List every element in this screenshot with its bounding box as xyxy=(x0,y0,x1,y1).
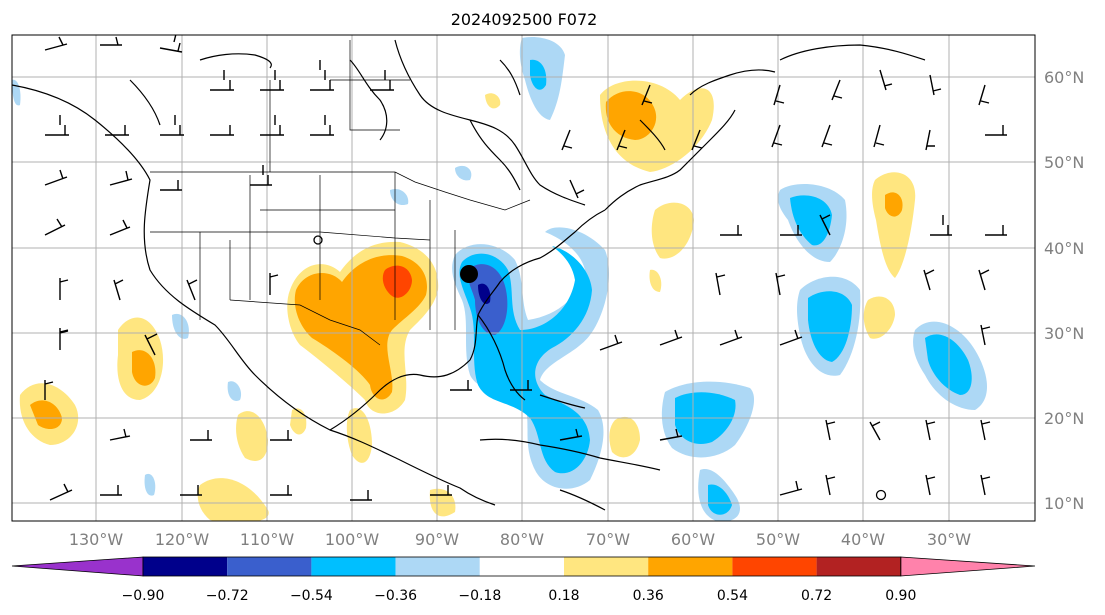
colorbar-segment xyxy=(311,557,396,576)
colorbar-tick-label: 0.54 xyxy=(717,588,748,604)
small-circle-marker xyxy=(313,235,323,245)
map-background xyxy=(12,35,1035,521)
colorbar-segment xyxy=(395,557,480,576)
lon-label: 40°W xyxy=(841,530,885,549)
colorbar-segment xyxy=(143,557,228,576)
lat-label: 40°N xyxy=(1044,239,1084,258)
lat-label: 10°N xyxy=(1044,494,1084,513)
lat-label: 60°N xyxy=(1044,68,1084,87)
lat-label: 30°N xyxy=(1044,324,1084,343)
colorbar-tick-label: 0.72 xyxy=(801,588,832,604)
lon-label: 50°W xyxy=(756,530,800,549)
colorbar-tick-label: 0.90 xyxy=(885,588,916,604)
colorbar-segment xyxy=(816,557,901,576)
lat-label: 50°N xyxy=(1044,153,1084,172)
lon-label: 130°W xyxy=(69,530,124,549)
longitude-labels: 130°W 120°W 110°W 100°W 90°W 80°W 70°W 6… xyxy=(69,530,971,549)
colorbar-tick-label: −0.72 xyxy=(206,588,249,604)
lon-label: 120°W xyxy=(155,530,210,549)
map-title: 2024092500 F072 xyxy=(450,10,598,29)
lon-label: 90°W xyxy=(415,530,459,549)
colorbar-extend-high xyxy=(900,556,1036,577)
political-borders xyxy=(150,40,531,346)
colorbar-tick-label: 0.36 xyxy=(633,588,664,604)
colorbar: −0.90 −0.72 −0.54 −0.36 −0.18 0.18 0.36 … xyxy=(11,556,1036,604)
map-frame xyxy=(11,34,1036,522)
colorbar-segment xyxy=(227,557,312,576)
colorbar-segment xyxy=(732,557,817,576)
gridlines xyxy=(12,35,1035,521)
positive-anomaly-shading xyxy=(19,80,916,521)
colorbar-tick-label: −0.54 xyxy=(290,588,333,604)
lon-label: 100°W xyxy=(325,530,380,549)
colorbar-extend-low xyxy=(11,556,144,577)
lon-label: 70°W xyxy=(586,530,630,549)
wind-barbs xyxy=(44,35,1007,501)
latitude-labels: 60°N 50°N 40°N 30°N 20°N 10°N xyxy=(1044,68,1084,513)
colorbar-tick-label: 0.18 xyxy=(548,588,579,604)
lon-label: 80°W xyxy=(500,530,544,549)
small-circle-marker xyxy=(875,489,887,501)
storm-center-marker xyxy=(460,265,478,283)
negative-anomaly-shading xyxy=(12,36,988,521)
lon-label: 110°W xyxy=(240,530,295,549)
lon-label: 60°W xyxy=(671,530,715,549)
colorbar-segment xyxy=(648,557,733,576)
colorbar-segment xyxy=(564,557,649,576)
lat-label: 20°N xyxy=(1044,409,1084,428)
colorbar-segment xyxy=(479,557,564,576)
lon-label: 30°W xyxy=(927,530,971,549)
colorbar-tick-label: −0.90 xyxy=(122,588,165,604)
colorbar-tick-label: −0.36 xyxy=(374,588,417,604)
colorbar-tick-label: −0.18 xyxy=(458,588,501,604)
